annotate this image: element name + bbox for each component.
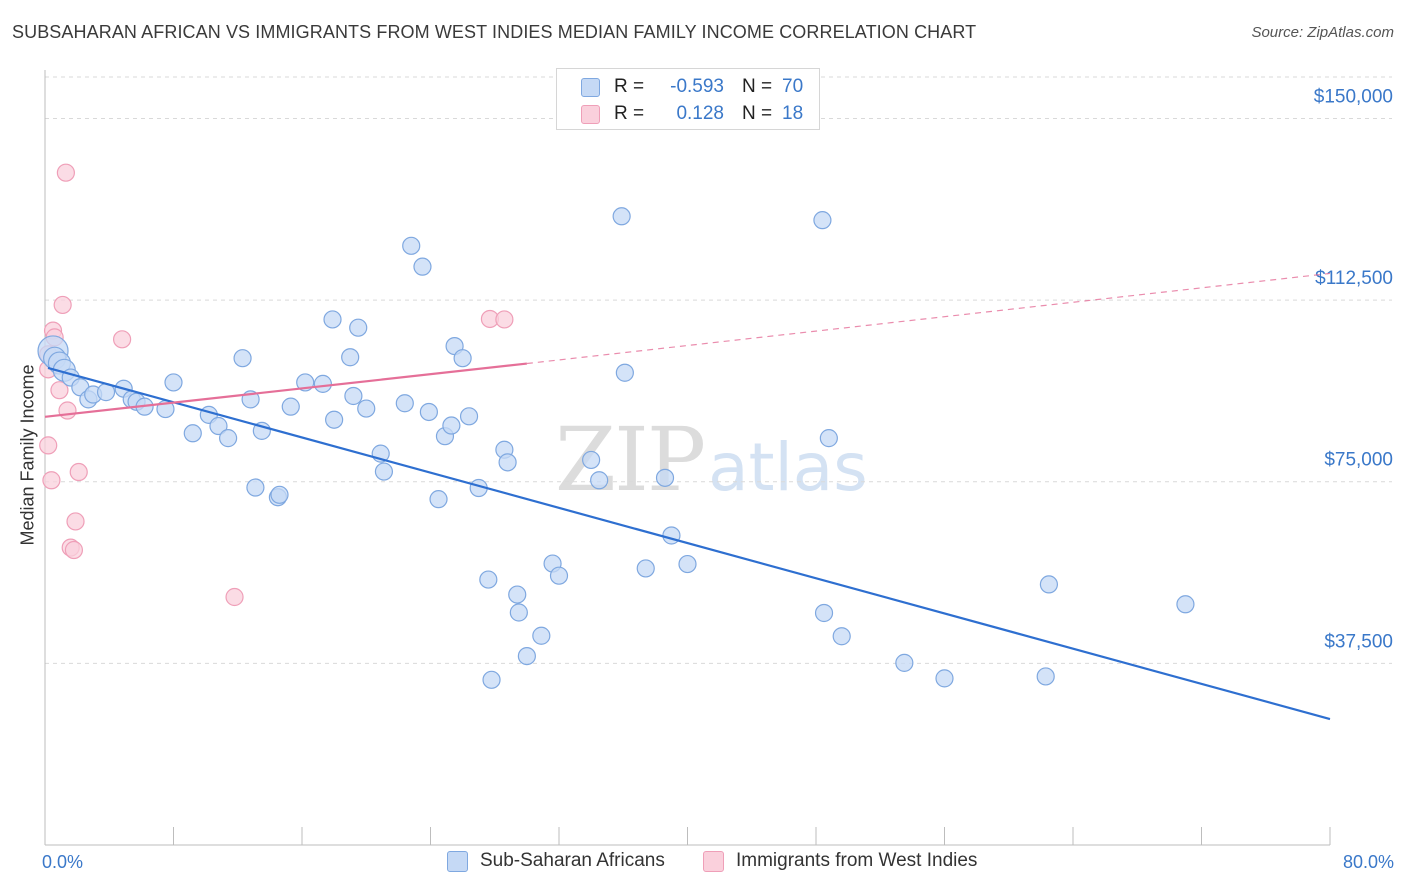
subsaharan-point	[374, 462, 394, 481]
legend-n-value: 70	[782, 76, 804, 97]
subsaharan-point	[357, 399, 376, 418]
correlation-legend: R = -0.593 N = 70 R = 0.128 N = 18	[556, 68, 820, 130]
subsaharan-point	[209, 416, 228, 436]
subsaharan-point	[935, 669, 954, 688]
subsaharan-point	[442, 416, 461, 435]
west-indies-point	[112, 330, 132, 349]
subsaharan-point	[615, 363, 634, 382]
legend-item-subsaharan[interactable]: Sub-Saharan Africans	[447, 850, 665, 872]
legend-item-westindies[interactable]: Immigrants from West Indies	[703, 850, 977, 872]
subsaharan-point	[517, 646, 536, 666]
legend-n-label: N =	[742, 76, 773, 97]
west-indies-point	[64, 540, 84, 560]
subsaharan-point	[459, 407, 479, 426]
subsaharan-point	[429, 490, 448, 509]
subsaharan-point	[509, 603, 528, 622]
subsaharan-point	[183, 424, 202, 443]
subsaharan-point	[636, 559, 655, 578]
legend-n-value: 18	[782, 103, 804, 124]
subsaharan-point	[612, 207, 631, 226]
legend-row-westindies: R = 0.128 N = 18	[581, 101, 803, 127]
legend-swatch-pink	[581, 104, 600, 124]
legend-label-westindies: Immigrants from West Indies	[736, 850, 978, 871]
west-indies-point	[50, 381, 69, 400]
subsaharan-point	[1039, 575, 1059, 594]
subsaharan-trend-line	[47, 366, 1331, 721]
chart-title: SUBSAHARAN AFRICAN VS IMMIGRANTS FROM WE…	[12, 22, 977, 42]
subsaharan-point	[246, 478, 265, 497]
west-indies-point	[69, 462, 88, 482]
legend-r-label: R =	[614, 103, 645, 124]
subsaharan-point	[832, 627, 851, 646]
subsaharan-point	[413, 257, 432, 276]
y-tick-label: $150,000	[1314, 86, 1393, 107]
subsaharan-point	[323, 310, 342, 329]
legend-row-subsaharan: R = -0.593 N = 70	[581, 74, 803, 100]
west-indies-point	[58, 401, 77, 420]
subsaharan-point	[498, 453, 517, 472]
legend-swatch-blue	[447, 850, 468, 872]
legend-n-label: N =	[742, 103, 773, 124]
west-indies-trend-extension	[526, 272, 1331, 365]
west-indies-point	[225, 587, 244, 607]
subsaharan-point	[233, 349, 252, 368]
west-indies-trend-line	[44, 362, 527, 418]
subsaharan-point	[419, 402, 438, 422]
y-tick-label: $37,500	[1324, 631, 1393, 652]
west-indies-point	[53, 295, 72, 315]
subsaharan-point	[655, 468, 675, 487]
subsaharan-point	[395, 394, 414, 413]
west-indies-point	[56, 163, 75, 182]
west-indies-point	[39, 436, 58, 455]
subsaharan-point	[479, 570, 498, 589]
west-indies-point	[495, 310, 514, 329]
y-axis-label: Median Family Income	[17, 364, 38, 546]
subsaharan-point	[508, 585, 527, 604]
subsaharan-point	[219, 429, 238, 448]
subsaharan-point	[1036, 667, 1055, 686]
legend-swatch-blue	[581, 77, 600, 97]
subsaharan-point	[532, 626, 551, 645]
y-tick-label: $112,500	[1315, 268, 1393, 289]
x-tick-label-min: 0.0%	[42, 852, 84, 872]
subsaharan-point	[549, 566, 569, 585]
west-indies-point	[42, 471, 61, 490]
x-tick-label-max: 80.0%	[1342, 852, 1394, 872]
subsaharan-point	[313, 374, 332, 393]
legend-swatch-pink	[703, 850, 724, 872]
subsaharan-point	[582, 450, 601, 470]
subsaharan-point	[819, 429, 838, 448]
subsaharan-point	[325, 410, 344, 429]
source-credit: Source: ZipAtlas.com	[1251, 24, 1394, 41]
y-tick-label: $75,000	[1324, 450, 1393, 471]
subsaharan-point	[281, 397, 300, 416]
subsaharan-point	[895, 653, 914, 672]
subsaharan-point	[813, 211, 832, 230]
subsaharan-point	[164, 373, 183, 392]
legend-r-label: R =	[614, 76, 645, 97]
legend-label-subsaharan: Sub-Saharan Africans	[480, 850, 665, 871]
subsaharan-point	[814, 603, 834, 623]
subsaharan-point	[453, 349, 472, 368]
subsaharan-point	[344, 386, 363, 406]
west-indies-point	[66, 512, 85, 531]
subsaharan-point	[1176, 595, 1195, 614]
legend-r-value: -0.593	[670, 76, 724, 97]
subsaharan-point	[402, 236, 421, 255]
subsaharan-point	[349, 318, 368, 337]
subsaharan-point	[678, 554, 697, 574]
subsaharan-point	[341, 348, 360, 367]
legend-r-value: 0.128	[676, 103, 724, 124]
subsaharan-point	[590, 471, 609, 490]
subsaharan-point	[482, 670, 501, 689]
series-legend: Sub-Saharan Africans Immigrants from Wes…	[0, 850, 1406, 878]
subsaharan-point	[270, 485, 289, 504]
